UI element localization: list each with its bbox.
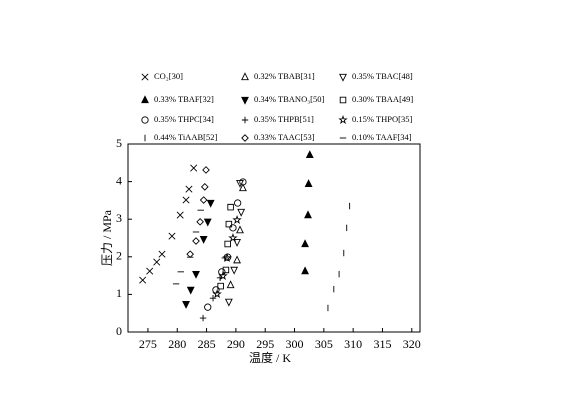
data-point (227, 203, 234, 211)
x-tick-label: 295 (256, 337, 274, 351)
x-tick-label: 280 (168, 337, 186, 351)
data-point (182, 196, 190, 204)
data-point (139, 276, 147, 284)
data-point (146, 267, 154, 275)
data-point (196, 217, 204, 226)
plot-frame (127, 143, 421, 333)
y-tick-label: 4 (116, 173, 122, 187)
y-tick-label: 1 (116, 286, 122, 300)
legend-marker (339, 96, 347, 104)
y-tick-label: 2 (116, 249, 122, 263)
x-tick-label: 315 (373, 337, 391, 351)
legend-label: 0.30% TBAA[49] (352, 94, 413, 104)
legend-label: 0.44% TiAAB[52] (154, 132, 217, 142)
legend-label: 0.33% TAAC[53] (254, 132, 315, 142)
data-point (204, 303, 212, 311)
data-point (222, 252, 232, 262)
data-point (182, 301, 190, 309)
legend-label: 0.15% THPO[35] (352, 114, 412, 124)
data-point (212, 286, 220, 294)
data-point (228, 233, 238, 243)
data-point (225, 220, 233, 228)
data-point (209, 294, 217, 302)
data-point (186, 250, 194, 259)
data-point (233, 255, 241, 264)
data-point (199, 196, 208, 204)
data-point (212, 289, 222, 299)
data-point (186, 286, 195, 295)
x-axis-label: 温度 / K (249, 350, 291, 365)
legend-marker (141, 73, 149, 81)
legend-label: 0.10% TAAF[34] (352, 132, 412, 142)
data-point (230, 266, 239, 275)
legend-marker (241, 96, 249, 105)
data-point (229, 224, 237, 232)
data-point (236, 225, 244, 234)
data-point (233, 199, 242, 207)
data-point (192, 237, 200, 245)
x-tick-label: 290 (227, 337, 245, 351)
legend-label: CO₂[30] (154, 71, 183, 81)
data-point (153, 258, 161, 266)
legend-label: 0.35% THPB[51] (254, 114, 314, 124)
legend-label: 0.35% THPC[34] (154, 114, 214, 124)
data-point (226, 280, 235, 289)
x-tick-label: 285 (198, 337, 216, 351)
y-axis-label: 压力 / MPa (100, 209, 114, 266)
data-point (301, 266, 310, 275)
x-tick-label: 305 (315, 337, 333, 351)
y-tick-label: 3 (116, 211, 122, 225)
legend-marker (141, 116, 149, 124)
data-point (192, 270, 200, 279)
data-point (237, 208, 246, 217)
data-point (222, 266, 230, 274)
data-point (168, 232, 176, 240)
data-point (232, 214, 242, 224)
y-tick-label: 5 (116, 136, 122, 150)
legend-marker (241, 72, 249, 81)
x-tick-label: 275 (139, 337, 157, 351)
data-point (185, 185, 193, 193)
data-point (304, 210, 312, 219)
data-point (233, 238, 241, 247)
data-point (239, 178, 247, 186)
legend-label: 0.35% TBAC[48] (352, 71, 413, 81)
data-point (305, 150, 314, 159)
x-tick-label: 300 (286, 337, 304, 351)
data-point (224, 298, 233, 307)
data-point (199, 235, 208, 244)
data-point (158, 250, 166, 258)
legend-marker (339, 73, 347, 82)
data-point (200, 183, 209, 191)
data-point (238, 183, 247, 192)
legend-marker (338, 115, 348, 125)
x-tick-label: 310 (344, 337, 362, 351)
data-point (176, 211, 184, 219)
legend-marker (241, 116, 249, 124)
x-tick-label: 320 (403, 337, 421, 351)
data-point (206, 199, 215, 208)
legend-label: 0.33% TBAF[32] (154, 94, 214, 104)
data-point (203, 218, 212, 227)
data-point (224, 240, 231, 248)
data-point (304, 179, 313, 188)
legend-marker (141, 95, 149, 104)
legend-label: 0.32% TBAB[31] (254, 71, 315, 81)
data-point (301, 239, 310, 248)
y-tick-label: 0 (116, 324, 122, 338)
data-point (218, 271, 228, 280)
data-point (190, 164, 198, 172)
data-point (199, 314, 207, 322)
data-point (218, 268, 226, 276)
data-point (202, 166, 210, 174)
legend-marker (241, 134, 249, 142)
legend-label: 0.34% TBANO₃[50] (254, 94, 324, 104)
